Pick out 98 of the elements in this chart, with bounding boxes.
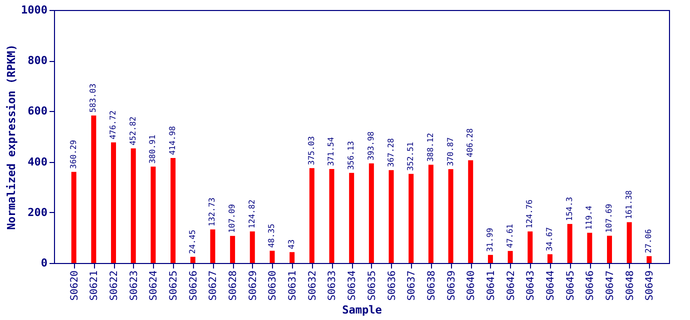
bar	[210, 229, 216, 263]
bar	[428, 164, 434, 263]
bar	[230, 236, 236, 263]
y-tick-label: 0	[40, 256, 48, 270]
x-tick-label: S0620	[69, 270, 80, 301]
data-label: 452.82	[128, 116, 138, 146]
x-tick-label: S0645	[565, 270, 576, 301]
bar	[150, 166, 156, 263]
x-tick-label: S0636	[386, 270, 398, 301]
bar	[290, 252, 295, 263]
data-label: 370.87	[446, 137, 455, 166]
data-label: 360.29	[68, 140, 78, 169]
bar	[71, 172, 76, 263]
data-label: 393.98	[366, 131, 376, 160]
x-tick-label: S0637	[406, 270, 418, 301]
data-label: 356.13	[346, 140, 356, 170]
bar	[329, 169, 334, 263]
x-tick-label: S0649	[644, 270, 656, 301]
data-label: 388.12	[426, 132, 435, 162]
x-tick-label: S0640	[466, 270, 478, 301]
x-tick-label: S0631	[288, 270, 299, 301]
data-label: 375.03	[306, 136, 316, 166]
y-tick-label: 800	[28, 54, 48, 68]
bar	[408, 174, 414, 263]
bar	[130, 148, 136, 263]
data-label: 380.91	[148, 134, 158, 164]
x-tick-label: S0629	[248, 270, 259, 301]
data-label: 414.98	[168, 126, 178, 156]
bar	[646, 256, 652, 263]
bar	[368, 163, 374, 263]
bar	[587, 232, 592, 263]
data-label: 107.69	[604, 204, 614, 233]
y-axis-title: Normalized expression (RPKM)	[5, 44, 18, 230]
x-tick-label: S0630	[268, 270, 279, 301]
x-tick-label: S0625	[168, 270, 180, 301]
data-label: 154.3	[564, 196, 574, 221]
x-tick-label: S0641	[486, 270, 497, 301]
x-tick-label: S0644	[545, 270, 556, 301]
y-tick-label: 400	[28, 155, 48, 168]
data-label: 161.38	[624, 190, 634, 220]
x-tick-label: S0648	[624, 270, 636, 301]
y-tick-label: 600	[28, 104, 48, 118]
x-tick-label: S0638	[426, 270, 438, 301]
x-tick-label: S0642	[506, 270, 517, 301]
data-label: 48.35	[267, 224, 276, 248]
x-tick-label: S0623	[128, 270, 140, 301]
data-label: 34.67	[544, 226, 554, 252]
data-label: 132.73	[208, 197, 217, 226]
x-tick-label: S0639	[446, 270, 458, 301]
data-label: 124.76	[525, 199, 534, 228]
bar	[349, 172, 354, 263]
bar	[626, 222, 632, 263]
bar	[448, 169, 454, 263]
bar	[250, 231, 255, 263]
x-tick-label: S0627	[208, 270, 220, 301]
x-tick-label: S0643	[526, 270, 537, 301]
bar	[309, 168, 314, 263]
bar	[528, 231, 533, 263]
data-label: 367.28	[386, 138, 396, 168]
bar	[567, 224, 572, 263]
x-tick-label: S0622	[109, 270, 120, 301]
y-tick-label: 1000	[21, 4, 48, 16]
x-tick-label: S0635	[366, 270, 378, 301]
bar	[111, 142, 116, 263]
y-tick-label: 200	[28, 206, 48, 219]
x-tick-label: S0647	[604, 270, 616, 301]
data-label: 107.09	[228, 204, 237, 233]
data-label: 583.03	[88, 83, 98, 112]
x-tick-label: S0628	[228, 270, 240, 301]
bar	[488, 254, 493, 263]
bar	[91, 115, 96, 263]
x-tick-label: S0632	[307, 270, 318, 301]
bar	[190, 256, 196, 263]
data-label: 406.28	[466, 128, 475, 158]
bar	[270, 250, 275, 263]
bar	[606, 236, 612, 263]
data-label: 43	[287, 239, 296, 250]
x-tick-label: S0624	[148, 270, 160, 301]
bar	[468, 160, 474, 263]
data-label: 476.72	[108, 110, 118, 140]
data-label: 371.54	[326, 136, 336, 166]
data-label: 47.61	[505, 224, 514, 248]
data-label: 31.99	[485, 228, 494, 252]
bar	[388, 170, 394, 263]
x-tick-label: S0646	[585, 270, 596, 301]
x-tick-label: S0626	[188, 270, 200, 301]
data-label: 27.06	[644, 228, 654, 254]
bar	[508, 250, 513, 263]
x-tick-label: S0634	[347, 270, 358, 301]
x-tick-label: S0621	[89, 270, 100, 301]
x-tick-label: S0633	[327, 270, 338, 301]
data-label: 124.82	[247, 199, 256, 228]
data-label: 352.51	[406, 142, 416, 171]
data-label: 119.4	[584, 206, 594, 230]
x-axis-title: Sample	[342, 304, 382, 317]
bar	[547, 254, 552, 263]
bar	[170, 158, 176, 263]
data-label: 24.45	[188, 230, 197, 254]
